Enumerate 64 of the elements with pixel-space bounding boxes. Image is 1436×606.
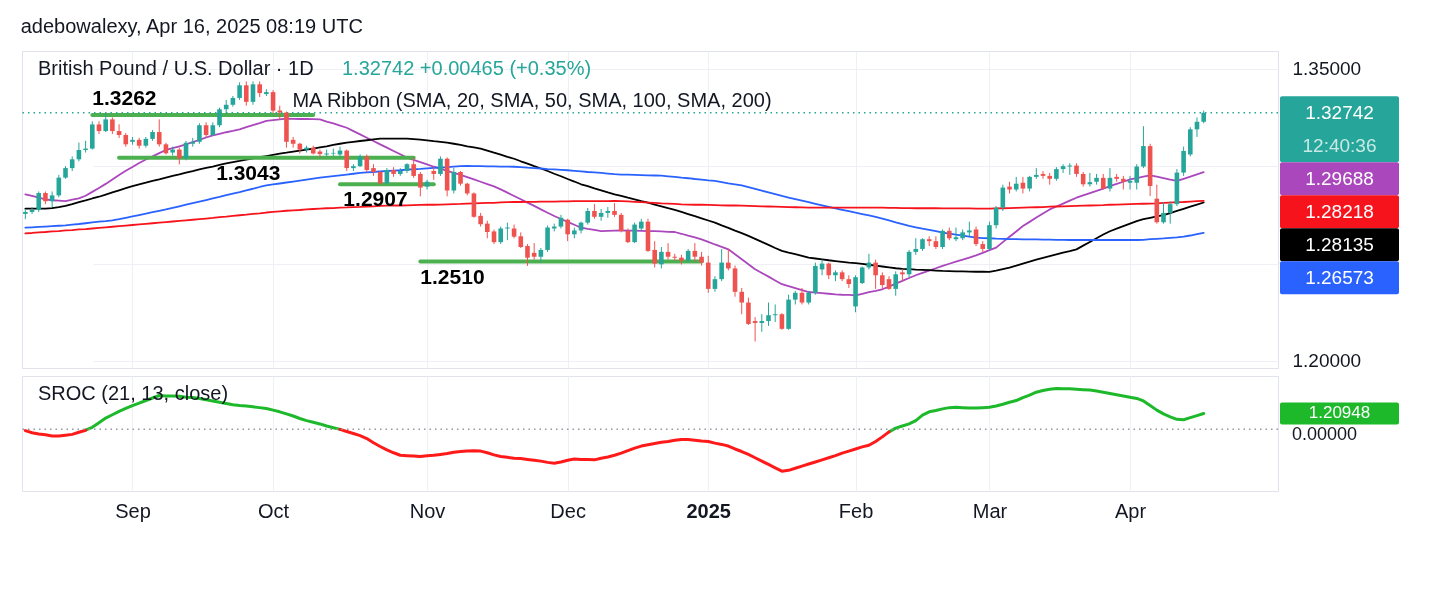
candlestick — [1134, 163, 1140, 191]
candlestick — [156, 118, 162, 148]
candlestick — [652, 240, 657, 268]
x-tick-label: Nov — [409, 499, 446, 522]
candlestick — [243, 80, 249, 107]
candlestick — [766, 302, 771, 327]
x-tick-label: Dec — [550, 499, 586, 522]
candlestick — [618, 212, 624, 233]
y-tick-label: 1.20000 — [1292, 350, 1362, 372]
text: 1.29688 — [1305, 167, 1374, 189]
candlestick — [1060, 163, 1066, 174]
candlestick — [538, 247, 544, 264]
text: 1.26573 — [1305, 266, 1374, 288]
candlestick — [739, 287, 745, 315]
candlestick — [940, 228, 945, 250]
candlestick — [411, 156, 416, 179]
text: 1.20948 — [1308, 403, 1371, 423]
x-tick-label: Apr — [1114, 499, 1147, 522]
text: 0.00000 — [1292, 424, 1358, 445]
x-tick-label: Sep — [115, 499, 151, 522]
x-tick-label: 2025 — [686, 499, 731, 522]
x-tick-label: Oct — [258, 499, 290, 522]
candlestick — [545, 225, 550, 253]
candlestick — [719, 248, 724, 282]
candlestick — [873, 259, 878, 290]
candlestick — [893, 270, 899, 297]
text: 1.28218 — [1305, 200, 1374, 222]
candlestick — [665, 242, 671, 261]
candlestick — [726, 248, 731, 271]
chart-title: British Pound / U.S. Dollar · 1D — [38, 57, 314, 79]
candlestick — [746, 297, 751, 326]
candlestick — [1141, 125, 1146, 169]
candlestick — [96, 120, 102, 135]
candlestick — [424, 179, 430, 191]
annotation: 1.3043 — [216, 160, 281, 184]
candlestick — [1161, 201, 1166, 225]
candlestick — [197, 122, 202, 145]
candlestick — [973, 226, 979, 247]
annotation: 1.3262 — [92, 86, 157, 110]
candlestick — [1167, 200, 1173, 225]
candlestick — [344, 149, 350, 172]
annotation: 1.2510 — [420, 264, 485, 288]
candlestick — [659, 246, 664, 269]
candlestick — [772, 303, 778, 323]
ref-line-label: 1.32742 — [1305, 101, 1374, 123]
y-tick-label: 1.35000 — [1292, 58, 1362, 80]
candlestick — [1181, 146, 1186, 177]
candlestick — [565, 218, 570, 242]
candlestick — [1067, 162, 1073, 176]
text: 1.28135 — [1305, 233, 1374, 255]
text: 12:40:36 — [1302, 134, 1377, 156]
annotation: MA Ribbon (SMA, 20, SMA, 50, SMA, 100, SMA, 200) — [292, 89, 772, 111]
candlestick — [525, 243, 530, 267]
chart-subtitle: 1.32742 +0.00465 (+0.35%) — [342, 57, 592, 79]
candlestick — [1107, 167, 1113, 192]
candlestick — [418, 171, 423, 197]
candlestick — [987, 221, 992, 251]
annotation: 1.2907 — [343, 187, 408, 211]
candlestick — [632, 222, 637, 244]
candlestick — [36, 190, 42, 213]
candlestick — [438, 155, 443, 177]
text: adebowalexy, Apr 16, 2025 08:19 UTC — [20, 14, 363, 37]
x-tick-label: Mar — [972, 499, 1008, 522]
x-tick-label: Feb — [838, 499, 874, 522]
